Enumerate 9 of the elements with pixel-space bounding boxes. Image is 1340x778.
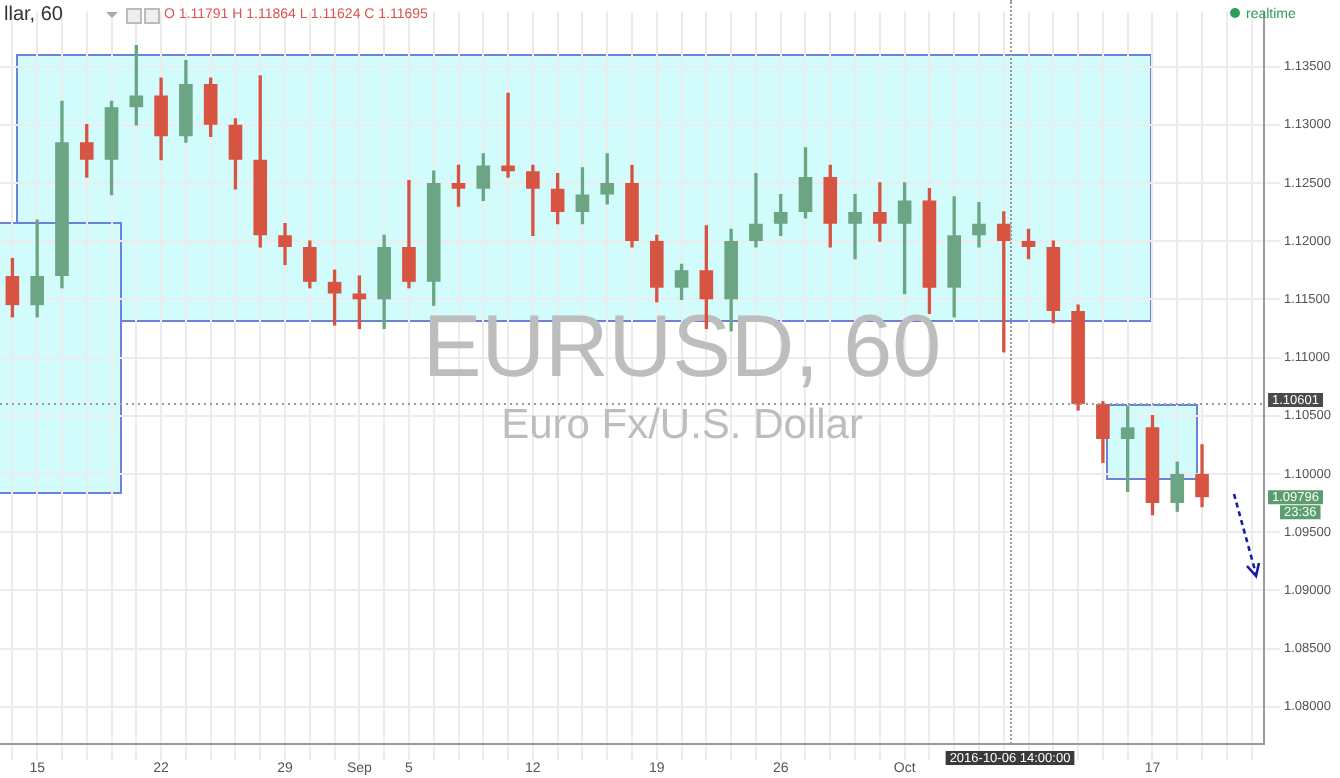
text: EURUSD, 60 xyxy=(422,298,942,397)
candlestick xyxy=(873,182,887,242)
candlestick xyxy=(848,193,862,260)
candlestick xyxy=(972,202,986,248)
candlestick xyxy=(501,92,515,178)
annotation: llar, 60 xyxy=(4,3,64,26)
candlestick xyxy=(526,164,540,236)
candlestick xyxy=(749,172,763,248)
text: Euro Fx/U.S. Dollar xyxy=(501,401,863,448)
